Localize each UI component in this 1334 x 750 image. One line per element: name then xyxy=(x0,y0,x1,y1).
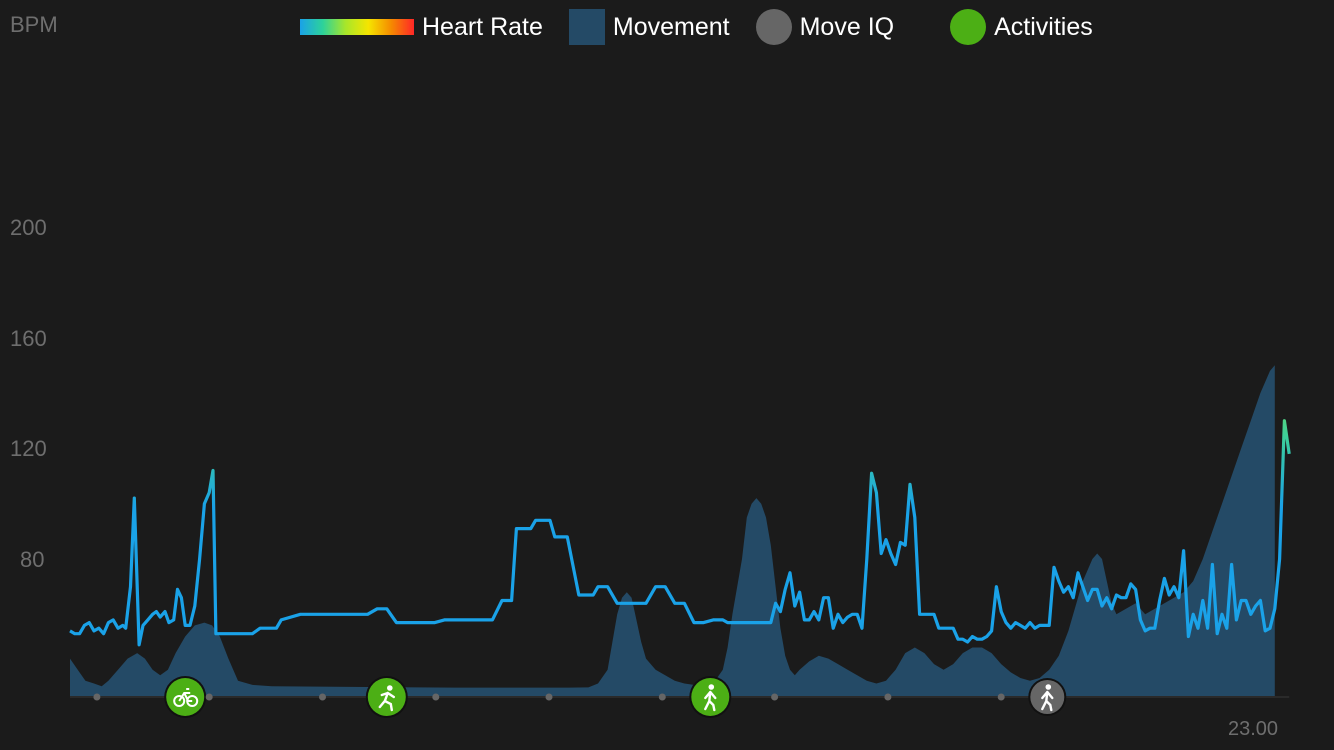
y-axis-unit-label: BPM xyxy=(10,12,58,37)
y-tick-label: 160 xyxy=(10,326,47,351)
walking-icon xyxy=(704,684,717,712)
activity-marker-cycling[interactable] xyxy=(164,676,207,718)
legend-movement-label: Movement xyxy=(612,12,730,41)
movement-layer xyxy=(70,365,1275,697)
move-iq-marker[interactable] xyxy=(997,693,1005,701)
marker-layer xyxy=(70,676,1290,718)
heart-rate-gradient-swatch xyxy=(300,19,414,35)
x-tick-label: 23.00 xyxy=(1228,718,1279,740)
movement-swatch xyxy=(568,9,605,45)
y-tick-label: 120 xyxy=(10,436,47,461)
heart-rate-line xyxy=(69,419,1291,647)
move-iq-marker[interactable] xyxy=(545,693,553,701)
activity-marker-running[interactable] xyxy=(365,676,408,718)
move-iq-marker[interactable] xyxy=(205,693,213,701)
walking-icon xyxy=(1041,684,1054,712)
move-iq-marker[interactable] xyxy=(884,693,892,701)
legend-move-iq-label: Move IQ xyxy=(799,12,895,41)
cycling-icon xyxy=(173,688,199,707)
y-tick-label: 80 xyxy=(20,547,45,572)
activities-swatch xyxy=(950,9,987,45)
y-tick-label: 200 xyxy=(10,215,47,240)
heart-rate-layer xyxy=(69,419,1291,647)
legend-heart-rate-label: Heart Rate xyxy=(422,12,543,41)
move-iq-marker[interactable] xyxy=(658,693,666,701)
move-iq-marker[interactable] xyxy=(432,693,440,701)
legend-activities-label: Activities xyxy=(994,12,1093,41)
legend-move-iq[interactable]: Move IQ xyxy=(755,9,895,45)
move-iq-marker[interactable] xyxy=(319,693,326,701)
chart-legend: Heart Rate Movement Move IQ Activities xyxy=(300,8,1119,46)
move-iq-swatch xyxy=(755,9,792,45)
legend-activities[interactable]: Activities xyxy=(950,9,1093,45)
move-iq-marker[interactable] xyxy=(771,693,779,701)
movement-area xyxy=(70,365,1275,697)
legend-movement[interactable]: Movement xyxy=(568,9,730,45)
running-icon xyxy=(378,685,395,712)
legend-heart-rate[interactable]: Heart Rate xyxy=(300,13,543,42)
activity-marker-walking[interactable] xyxy=(689,676,732,718)
move-iq-walking-marker[interactable] xyxy=(1028,678,1067,716)
move-iq-marker[interactable] xyxy=(93,693,101,701)
